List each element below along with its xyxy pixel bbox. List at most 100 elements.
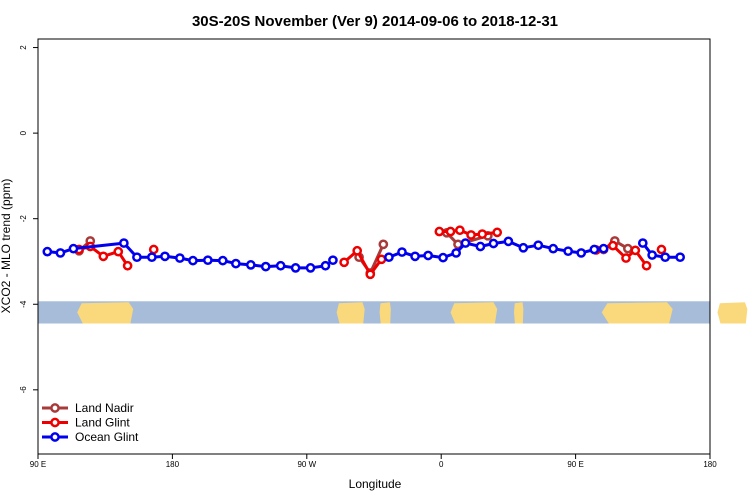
data-point-land-glint [608, 240, 618, 251]
plot-frame [37, 38, 711, 455]
data-point-ocean-glint [42, 246, 53, 257]
legend-marker [50, 403, 60, 413]
data-point-land-glint [352, 245, 363, 256]
data-point-land-glint [641, 260, 652, 271]
land-mass [379, 302, 391, 324]
series-layer [42, 225, 685, 280]
data-point-land-glint [122, 260, 133, 271]
data-point-land-glint [113, 246, 124, 257]
series-ocean-glint [42, 236, 685, 273]
land-mass [514, 302, 524, 324]
data-point-land-glint [455, 225, 465, 236]
data-point-ocean-glint [475, 241, 486, 252]
legend-label: Land Glint [75, 416, 130, 430]
data-point-ocean-glint [132, 252, 142, 263]
ocean-band [38, 301, 710, 324]
data-point-ocean-glint [203, 255, 213, 266]
data-point-ocean-glint [438, 252, 448, 263]
land-mass [601, 302, 673, 324]
data-point-ocean-glint [675, 252, 685, 263]
data-point-ocean-glint [245, 260, 256, 270]
data-point-land-glint [376, 254, 387, 265]
data-point-land-glint [434, 226, 445, 237]
legend-label: Land Nadir [75, 401, 134, 415]
x-tick-label: 90 E [567, 460, 583, 469]
x-tick-label: 180 [166, 460, 180, 469]
data-point-land-glint [466, 230, 476, 240]
series-line-ocean-glint [641, 242, 681, 259]
series-line-land-glint [343, 249, 383, 276]
data-point-ocean-glint [518, 242, 529, 253]
data-point-ocean-glint [548, 243, 559, 254]
y-tick-label: -4 [19, 300, 28, 308]
legend-marker [50, 417, 60, 428]
data-point-ocean-glint [55, 248, 66, 258]
data-point-land-nadir [623, 243, 633, 254]
x-tick-label: 180 [703, 460, 717, 469]
data-point-ocean-glint [397, 247, 407, 257]
y-axis-label: XCO2 - MLO trend (ppm) [0, 179, 13, 314]
data-point-land-glint [656, 244, 667, 255]
y-tick-label: -2 [19, 215, 28, 223]
data-point-ocean-glint [647, 250, 657, 260]
data-point-land-glint [492, 227, 503, 238]
data-point-land-glint [621, 253, 631, 263]
x-axis: 90 E 180 90 W 0 90 E 180 [30, 454, 717, 469]
data-point-ocean-glint [68, 243, 79, 254]
data-point-land-glint [445, 226, 456, 237]
land-mass [717, 302, 748, 324]
y-axis: 2 0 -2 -4 -6 [19, 45, 38, 394]
x-tick-label: 90 E [30, 460, 46, 469]
data-point-ocean-glint [320, 260, 331, 271]
data-point-land-glint [630, 245, 641, 256]
data-point-ocean-glint [488, 238, 499, 249]
data-point-ocean-glint [423, 250, 433, 261]
data-point-ocean-glint [260, 261, 271, 272]
legend-item-land-nadir: Land Nadir [42, 401, 134, 415]
data-point-ocean-glint [598, 243, 609, 254]
data-point-ocean-glint [589, 244, 600, 255]
data-point-ocean-glint [231, 258, 241, 269]
data-point-ocean-glint [217, 255, 228, 266]
data-point-land-glint [339, 257, 349, 268]
data-point-ocean-glint [660, 252, 671, 263]
data-point-ocean-glint [533, 240, 544, 251]
data-point-ocean-glint [275, 260, 286, 271]
legend-marker [50, 432, 60, 442]
land-mass [77, 302, 134, 324]
data-point-ocean-glint [576, 248, 587, 258]
data-point-ocean-glint [460, 238, 471, 248]
y-tick-label: 2 [19, 45, 28, 50]
data-point-ocean-glint [384, 252, 394, 263]
y-tick-label: 0 [19, 130, 28, 135]
data-point-ocean-glint [119, 238, 129, 248]
data-point-land-glint [477, 229, 488, 239]
data-point-ocean-glint [451, 248, 461, 258]
data-point-land-glint [148, 244, 159, 255]
y-tick-label: -6 [19, 386, 28, 394]
data-point-ocean-glint [175, 253, 185, 263]
data-point-ocean-glint [503, 236, 514, 247]
data-point-ocean-glint [563, 246, 573, 257]
x-tick-label: 90 W [297, 460, 316, 469]
land-ocean-strip [38, 301, 748, 324]
x-tick-label: 0 [439, 460, 444, 469]
x-axis-label: Longitude [349, 477, 402, 491]
data-point-ocean-glint [328, 255, 338, 266]
data-point-ocean-glint [290, 263, 301, 273]
data-point-ocean-glint [147, 252, 157, 263]
data-point-ocean-glint [637, 238, 648, 248]
data-point-ocean-glint [305, 263, 316, 273]
data-point-land-glint [98, 251, 109, 262]
legend-item-ocean-glint: Ocean Glint [42, 430, 139, 444]
data-point-ocean-glint [410, 251, 420, 262]
data-point-land-nadir [378, 239, 389, 250]
legend-item-land-glint: Land Glint [42, 416, 130, 430]
chart-title: 30S-20S November (Ver 9) 2014-09-06 to 2… [192, 13, 558, 30]
data-point-land-glint [365, 269, 376, 280]
land-mass [336, 302, 365, 324]
data-point-ocean-glint [160, 251, 170, 262]
data-point-ocean-glint [188, 255, 198, 266]
